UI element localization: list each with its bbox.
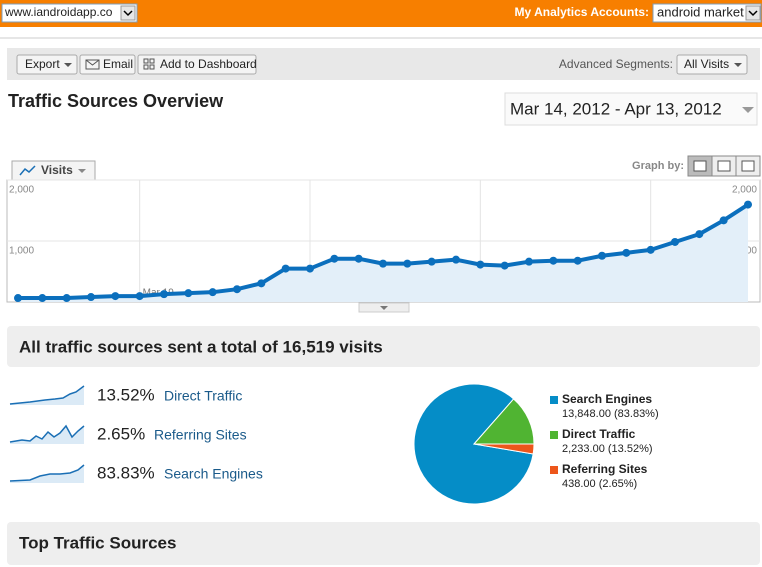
point (111, 292, 120, 301)
point (208, 288, 217, 297)
summary-title: All traffic sources sent a total of 16,5… (19, 337, 383, 356)
point (38, 294, 47, 303)
source-link[interactable]: Direct Traffic (164, 388, 242, 404)
point (500, 261, 509, 270)
percent: 13.52% (97, 385, 155, 404)
dropdown-arrow[interactable] (745, 5, 761, 21)
email-label: Email (103, 57, 133, 71)
sparkline (9, 464, 85, 483)
point (233, 285, 241, 294)
graph-by-label: Graph by: (632, 160, 684, 172)
point (135, 292, 144, 301)
legend-value: 13,848.00 (83.83%) (562, 408, 659, 420)
dashboard-icon (143, 58, 155, 70)
point (549, 256, 558, 265)
point (281, 264, 290, 273)
export-label: Export (25, 57, 60, 71)
point (62, 294, 71, 303)
area (18, 204, 748, 302)
section-title: Top Traffic Sources (19, 533, 176, 552)
legend-swatch (550, 431, 558, 439)
sparkline (9, 385, 85, 405)
point (573, 256, 582, 265)
legend-label: Search Engines (562, 392, 652, 406)
arrow-icon (64, 63, 72, 67)
point (525, 257, 533, 266)
page-title: Traffic Sources Overview (8, 91, 224, 111)
point (744, 200, 752, 209)
point (379, 259, 387, 268)
y-tick-label: 2,000 (732, 185, 757, 196)
point (306, 264, 314, 273)
account-select[interactable] (652, 3, 762, 23)
pie-slice (473, 443, 535, 455)
summary-header (7, 326, 760, 367)
point (622, 248, 631, 257)
arrow-icon (748, 10, 758, 17)
legend-value: 438.00 (2.65%) (562, 478, 637, 490)
percent: 2.65% (97, 424, 145, 443)
metric-label: Visits (41, 163, 73, 177)
segment-button[interactable] (676, 54, 748, 75)
account-name: android market (657, 4, 744, 19)
calendar-icon (693, 160, 755, 172)
legend-value: 2,233.00 (13.52%) (562, 443, 653, 455)
point (695, 230, 704, 239)
point (330, 254, 339, 263)
legend-label: Direct Traffic (562, 427, 636, 441)
site-select[interactable] (1, 3, 138, 23)
sources-pie: Search Engines 13,848.00 (83.83%) Direct T… (413, 383, 659, 505)
dashboard-label: Add to Dashboard (160, 57, 257, 71)
y-tick-label: 2,000 (9, 185, 34, 196)
legend-swatch (550, 396, 558, 404)
point (598, 251, 606, 260)
visits-chart: Mar 19Mar 26Apr 2Apr 92,0002,0001,0001,0… (7, 179, 760, 303)
segments-label: Advanced Segments: (559, 57, 673, 71)
point (87, 293, 95, 302)
point (476, 260, 485, 269)
email-icon (85, 59, 100, 66)
sparkline (9, 424, 85, 444)
point (257, 279, 266, 288)
point (719, 216, 728, 225)
point (354, 254, 363, 263)
metric-icon (19, 165, 36, 176)
accounts-label: My Analytics Accounts: (515, 5, 649, 19)
segment-label: All Visits (684, 57, 729, 71)
export-button[interactable] (16, 54, 78, 75)
point (160, 290, 168, 299)
email-icon (85, 59, 100, 70)
point (403, 259, 412, 268)
legend-label: Referring Sites (562, 462, 648, 476)
arrow-icon (734, 63, 742, 67)
arrow-icon (742, 107, 754, 113)
date-range: Mar 14, 2012 - Apr 13, 2012 (510, 99, 722, 118)
legend-swatch (550, 466, 558, 474)
dropdown-arrow[interactable] (120, 5, 136, 21)
source-link[interactable]: Search Engines (164, 466, 263, 482)
y-tick-label: 1,000 (9, 246, 34, 257)
point (452, 255, 460, 264)
section-header (7, 522, 760, 565)
dashboard-button[interactable] (137, 54, 257, 75)
arrow-icon (380, 306, 388, 310)
date-picker[interactable] (504, 92, 758, 126)
percent: 83.83% (97, 463, 155, 482)
point (184, 289, 193, 298)
arrow-icon (78, 169, 86, 173)
arrow-icon (123, 10, 133, 17)
point (671, 237, 679, 246)
site-name: www.iandroidapp.co (4, 5, 113, 19)
point (427, 257, 436, 266)
point (14, 294, 22, 303)
source-link[interactable]: Referring Sites (154, 427, 247, 443)
point (646, 245, 655, 254)
